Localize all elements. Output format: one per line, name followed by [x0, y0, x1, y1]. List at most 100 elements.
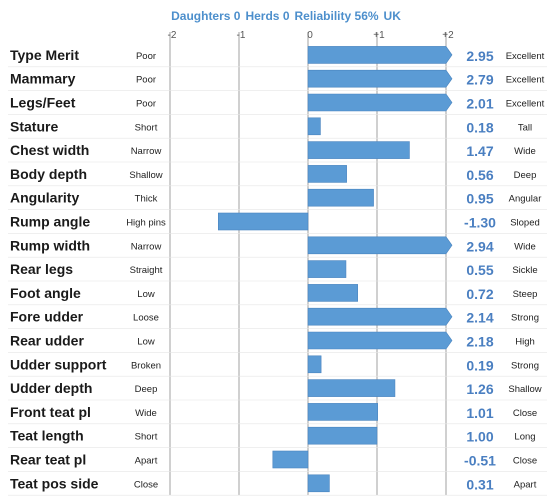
trait-value: 1.47: [466, 143, 493, 159]
high-descriptor: Close: [513, 408, 537, 419]
trait-bar: [307, 236, 453, 255]
low-descriptor: Narrow: [131, 241, 162, 252]
high-descriptor: Sickle: [512, 265, 537, 276]
high-descriptor: Strong: [511, 360, 539, 371]
low-descriptor: Thick: [135, 194, 158, 205]
high-descriptor: Deep: [514, 170, 537, 181]
trait-value: 2.94: [466, 238, 493, 254]
reliability: Reliability 56%: [295, 9, 379, 23]
low-descriptor: Apart: [135, 456, 158, 467]
low-descriptor: Short: [135, 122, 158, 133]
trait-row: Udder support Broken 0.19 Strong: [8, 355, 547, 377]
trait-row: Mammary Poor 2.79 Excellent: [8, 69, 547, 91]
trait-name: Rear udder: [10, 333, 84, 349]
trait-name: Mammary: [10, 71, 76, 87]
trait-name: Udder support: [10, 356, 107, 372]
x-tick-label: 0: [307, 30, 313, 41]
high-descriptor: Strong: [511, 313, 539, 324]
high-descriptor: Apart: [514, 479, 537, 490]
trait-row: Fore udder Loose 2.14 Strong: [8, 307, 547, 329]
trait-bar: [307, 188, 374, 207]
trait-name: Rear teat pl: [10, 452, 86, 468]
x-tick-label: -2: [168, 30, 177, 41]
high-descriptor: Angular: [509, 194, 542, 205]
trait-value: 2.95: [466, 48, 493, 64]
trait-name: Foot angle: [10, 285, 81, 301]
trait-value: 2.14: [466, 310, 493, 326]
trait-row: Rear legs Straight 0.55 Sickle: [8, 260, 547, 282]
trait-bar: [307, 474, 330, 493]
low-descriptor: Shallow: [129, 170, 162, 181]
low-descriptor: Deep: [135, 384, 158, 395]
trait-value: -0.51: [464, 453, 496, 469]
trait-row: Stature Short 0.18 Tall: [8, 117, 547, 139]
trait-row: Legs/Feet Poor 2.01 Excellent: [8, 93, 547, 115]
high-descriptor: Tall: [518, 122, 532, 133]
trait-name: Front teat pl: [10, 404, 91, 420]
high-descriptor: Excellent: [506, 75, 545, 86]
high-descriptor: Excellent: [506, 99, 545, 110]
trait-name: Chest width: [10, 142, 89, 158]
trait-bar: [307, 260, 347, 278]
daughters-count: Daughters 0: [171, 9, 241, 23]
trait-row: Front teat pl Wide 1.01 Close: [8, 403, 547, 425]
chart-header: Daughters 0 Herds 0 Reliability 56% UK: [171, 9, 401, 23]
trait-row: Rear udder Low 2.18 High: [8, 331, 547, 353]
trait-rows: Type Merit Poor 2.95 Excellent Mammary Poor 2.…: [8, 46, 547, 496]
x-tick-label: +2: [442, 30, 454, 41]
trait-name: Body depth: [10, 166, 87, 182]
trait-bar: [307, 379, 396, 397]
trait-value: 1.26: [466, 381, 493, 397]
high-descriptor: High: [515, 337, 535, 348]
trait-name: Angularity: [10, 190, 79, 206]
low-descriptor: Low: [137, 337, 155, 348]
trait-value: 0.56: [466, 167, 493, 183]
high-descriptor: Sloped: [510, 218, 540, 229]
trait-bar: [307, 93, 453, 112]
trait-value: 1.01: [466, 405, 493, 421]
x-tick-label: +1: [373, 30, 385, 41]
trait-name: Teat length: [10, 428, 84, 444]
low-descriptor: Loose: [133, 313, 159, 324]
trait-row: Type Merit Poor 2.95 Excellent: [8, 46, 547, 68]
low-descriptor: Close: [134, 479, 158, 490]
trait-value: 0.72: [466, 286, 493, 302]
trait-value: 0.95: [466, 191, 493, 207]
trait-value: 1.00: [466, 429, 493, 445]
high-descriptor: Shallow: [508, 384, 541, 395]
trait-value: 0.31: [466, 476, 493, 492]
trait-row: Rump angle High pins -1.30 Sloped: [8, 212, 547, 234]
country: UK: [384, 9, 402, 23]
herds-count: Herds 0: [245, 9, 289, 23]
trait-row: Foot angle Low 0.72 Steep: [8, 284, 547, 306]
low-descriptor: Poor: [136, 51, 156, 62]
trait-bar: [307, 69, 453, 88]
trait-bar: [307, 331, 453, 350]
high-descriptor: Excellent: [506, 51, 545, 62]
trait-value: 2.01: [466, 96, 493, 112]
trait-bar: [307, 403, 378, 421]
trait-row: Rump width Narrow 2.94 Wide: [8, 236, 547, 258]
trait-name: Rear legs: [10, 261, 73, 277]
trait-value: 2.79: [466, 72, 493, 88]
trait-name: Type Merit: [10, 47, 79, 63]
trait-name: Stature: [10, 118, 58, 134]
high-descriptor: Steep: [513, 289, 538, 300]
low-descriptor: Wide: [135, 408, 157, 419]
trait-bar: [307, 355, 322, 374]
trait-value: 0.55: [466, 262, 493, 278]
low-descriptor: Poor: [136, 99, 156, 110]
trait-name: Udder depth: [10, 380, 92, 396]
trait-value: 2.18: [466, 334, 493, 350]
trait-row: Udder depth Deep 1.26 Shallow: [8, 379, 547, 401]
trait-value: -1.30: [464, 215, 496, 231]
trait-row: Teat length Short 1.00 Long: [8, 426, 547, 448]
trait-bar: [307, 117, 321, 136]
trait-bar: [307, 284, 358, 302]
trait-name: Fore udder: [10, 309, 84, 325]
trait-row: Angularity Thick 0.95 Angular: [8, 188, 547, 210]
trait-bar: [307, 426, 378, 445]
low-descriptor: Poor: [136, 75, 156, 86]
x-axis-ticks: -2 -1 0 +1 +2: [168, 30, 455, 41]
trait-bar: [307, 165, 347, 183]
